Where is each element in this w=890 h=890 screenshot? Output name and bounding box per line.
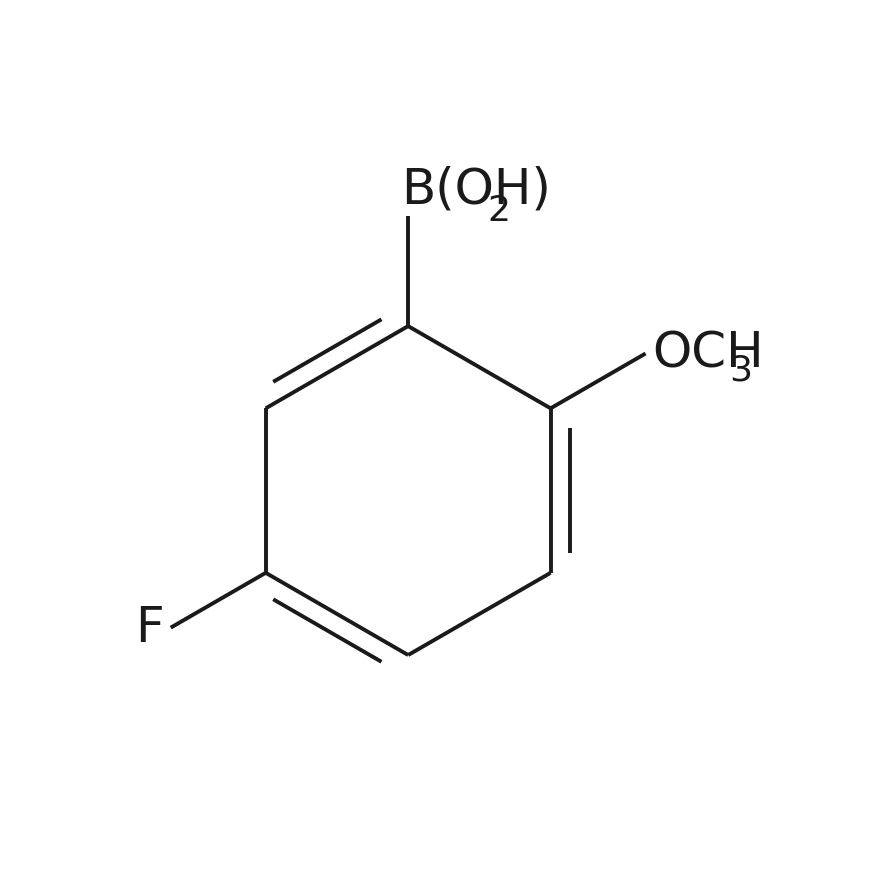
Text: B(OH): B(OH) <box>401 165 551 213</box>
Text: OCH: OCH <box>652 329 764 377</box>
Text: 2: 2 <box>487 194 510 228</box>
Text: F: F <box>135 603 164 651</box>
Text: 3: 3 <box>729 353 752 388</box>
